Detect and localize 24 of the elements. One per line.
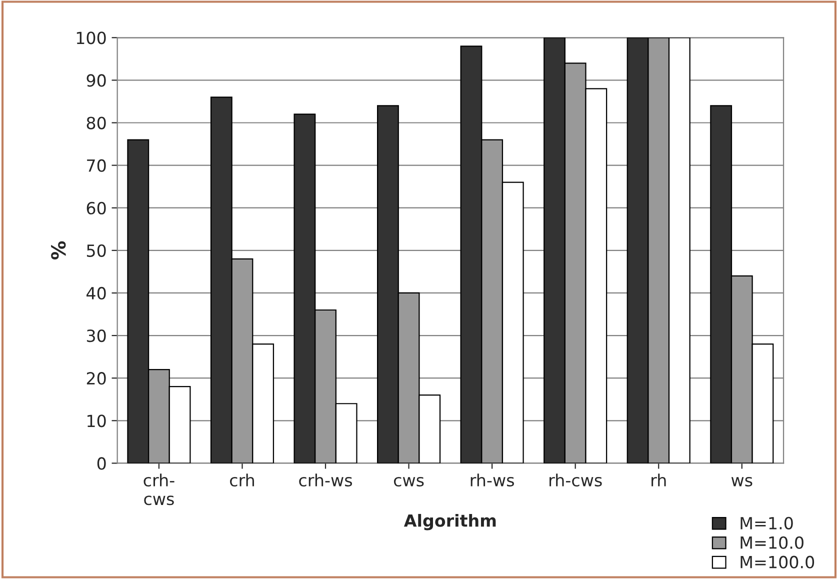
y-tick-label: 40: [86, 286, 106, 300]
x-axis-title: Algorithm: [404, 514, 496, 530]
x-tick-label: crh: [230, 474, 254, 487]
x-tick-label: ws: [731, 476, 752, 487]
y-tick-label: 30: [86, 329, 106, 342]
x-tick-label: rh-ws: [470, 474, 514, 487]
legend-label: M=1.0: [740, 516, 793, 530]
x-tick-label: crh- cws: [144, 474, 174, 506]
y-tick-label: 80: [86, 116, 106, 130]
y-tick-label: 100: [76, 32, 106, 44]
x-tick-label: cws: [394, 476, 424, 487]
y-tick-label: 90: [86, 74, 106, 87]
y-tick-label: 50: [86, 244, 106, 257]
legend-label: M=10.0: [740, 536, 804, 549]
x-tick-label: rh: [652, 474, 666, 486]
x-tick-label: crh-ws: [299, 474, 352, 487]
y-tick-label: 70: [87, 159, 106, 172]
y-tick-label: 60: [86, 202, 106, 214]
x-tick-label: rh-cws: [550, 474, 602, 487]
y-axis-title: %: [51, 241, 66, 260]
y-tick-label: 0: [97, 457, 106, 470]
legend-label: M=100.0: [740, 556, 814, 568]
y-tick-label: 20: [86, 372, 106, 385]
y-tick-label: 10: [88, 414, 106, 428]
